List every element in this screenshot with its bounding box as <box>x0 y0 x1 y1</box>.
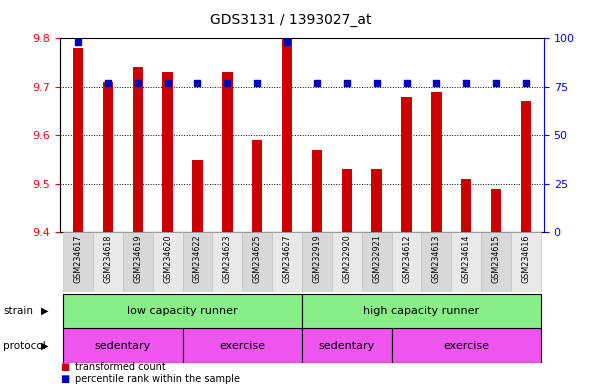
Bar <box>63 232 93 292</box>
Text: GSM234616: GSM234616 <box>522 235 531 283</box>
Text: GSM234614: GSM234614 <box>462 235 471 283</box>
Bar <box>222 72 233 232</box>
Bar <box>73 48 84 232</box>
Point <box>462 80 471 86</box>
Bar <box>93 232 123 292</box>
Bar <box>63 328 183 363</box>
Text: exercise: exercise <box>219 341 265 351</box>
Bar <box>183 328 302 363</box>
Bar <box>252 140 263 232</box>
Text: GSM234625: GSM234625 <box>252 235 261 283</box>
Bar <box>153 232 183 292</box>
Bar <box>461 179 471 232</box>
Text: GSM234617: GSM234617 <box>73 235 82 283</box>
Text: GSM234623: GSM234623 <box>223 235 232 283</box>
Bar <box>392 232 421 292</box>
Bar <box>362 232 392 292</box>
Text: GDS3131 / 1393027_at: GDS3131 / 1393027_at <box>210 13 372 27</box>
Text: low capacity runner: low capacity runner <box>127 306 238 316</box>
Bar <box>451 232 481 292</box>
Text: GSM232921: GSM232921 <box>372 235 381 283</box>
Bar <box>133 68 143 232</box>
Bar <box>511 232 541 292</box>
Point <box>401 80 411 86</box>
Bar <box>183 232 212 292</box>
Text: GSM234622: GSM234622 <box>193 235 202 283</box>
Text: strain: strain <box>3 306 33 316</box>
Point <box>193 80 203 86</box>
Point <box>491 80 501 86</box>
Text: GSM234615: GSM234615 <box>492 235 501 283</box>
Bar <box>103 82 113 232</box>
Point <box>342 80 352 86</box>
Bar <box>302 232 332 292</box>
Bar <box>123 232 153 292</box>
Bar <box>312 150 322 232</box>
Text: exercise: exercise <box>444 341 489 351</box>
Bar <box>282 38 292 232</box>
Point <box>133 80 142 86</box>
Bar <box>242 232 272 292</box>
Bar <box>481 232 511 292</box>
Text: GSM232920: GSM232920 <box>343 235 352 283</box>
Text: GSM232919: GSM232919 <box>313 235 322 283</box>
Bar <box>63 294 302 328</box>
Point <box>103 80 113 86</box>
Point <box>372 80 382 86</box>
Bar <box>332 232 362 292</box>
Text: percentile rank within the sample: percentile rank within the sample <box>75 374 240 384</box>
Bar <box>192 160 203 232</box>
Text: protocol: protocol <box>3 341 46 351</box>
Bar <box>401 97 412 232</box>
Bar <box>341 169 352 232</box>
Text: ■: ■ <box>60 374 69 384</box>
Point <box>222 80 232 86</box>
Bar <box>371 169 382 232</box>
Text: ▶: ▶ <box>41 306 48 316</box>
Text: ▶: ▶ <box>41 341 48 351</box>
Bar <box>431 92 442 232</box>
Bar <box>272 232 302 292</box>
Text: GSM234613: GSM234613 <box>432 235 441 283</box>
Point <box>521 80 531 86</box>
Bar <box>520 101 531 232</box>
Text: GSM234627: GSM234627 <box>282 235 291 283</box>
Text: sedentary: sedentary <box>319 341 375 351</box>
Point <box>252 80 262 86</box>
Text: transformed count: transformed count <box>75 362 166 372</box>
Text: GSM234612: GSM234612 <box>402 235 411 283</box>
Text: GSM234620: GSM234620 <box>163 235 172 283</box>
Bar <box>491 189 501 232</box>
Text: sedentary: sedentary <box>95 341 151 351</box>
Text: ■: ■ <box>60 362 69 372</box>
Bar <box>392 328 541 363</box>
Bar <box>421 232 451 292</box>
Text: high capacity runner: high capacity runner <box>364 306 480 316</box>
Bar <box>302 294 541 328</box>
Point <box>432 80 441 86</box>
Bar <box>162 72 173 232</box>
Point <box>163 80 172 86</box>
Point <box>312 80 322 86</box>
Text: GSM234618: GSM234618 <box>103 235 112 283</box>
Bar <box>212 232 242 292</box>
Bar <box>302 328 392 363</box>
Text: GSM234619: GSM234619 <box>133 235 142 283</box>
Point <box>73 39 83 45</box>
Point <box>282 39 292 45</box>
